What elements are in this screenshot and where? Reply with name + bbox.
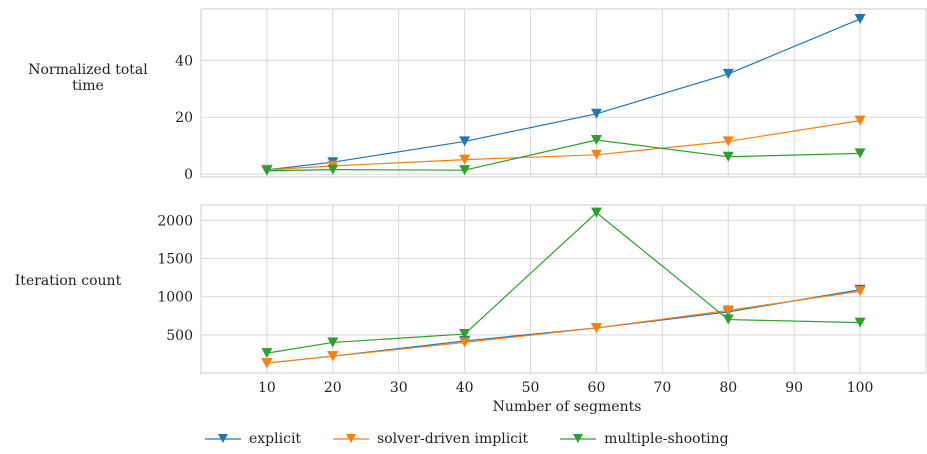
- data-point-0-explicit-100: [854, 13, 866, 24]
- x-tick-label-100: 100: [847, 380, 874, 396]
- data-point-0-explicit-40: [459, 136, 471, 147]
- legend-label-explicit: explicit: [249, 431, 302, 447]
- x-tick-label-80: 80: [719, 380, 737, 396]
- data-point-1-solver-driven-implicit-80: [722, 305, 734, 316]
- data-point-1-solver-driven-implicit-100: [854, 286, 866, 297]
- data-point-0-multiple-shooting-10: [261, 165, 273, 176]
- data-point-1-multiple-shooting-60: [590, 207, 602, 218]
- y-tick-label-1-1500: 1500: [157, 251, 193, 267]
- data-point-0-solver-driven-implicit-80: [722, 136, 734, 147]
- data-point-1-multiple-shooting-20: [327, 337, 339, 348]
- x-axis-label: Number of segments: [493, 399, 642, 415]
- data-point-0-solver-driven-implicit-40: [459, 154, 471, 165]
- series-line-0-multiple-shooting: [266, 139, 861, 172]
- data-point-0-multiple-shooting-60: [590, 134, 602, 145]
- y-tick-label-0-0: 0: [184, 167, 193, 183]
- x-tick-label-90: 90: [785, 380, 803, 396]
- y-axis-label-0-line-1: time: [72, 78, 104, 94]
- y-tick-label-1-2000: 2000: [157, 213, 193, 229]
- data-point-1-solver-driven-implicit-40: [459, 337, 471, 348]
- y-tick-label-0-20: 20: [175, 110, 193, 126]
- series-line-1-explicit: [266, 289, 861, 364]
- x-tick-label-20: 20: [324, 380, 342, 396]
- y-tick-label-1-1000: 1000: [157, 290, 193, 306]
- data-point-0-multiple-shooting-100: [854, 148, 866, 159]
- data-point-1-multiple-shooting-40: [459, 329, 471, 340]
- x-tick-label-40: 40: [456, 380, 474, 396]
- data-point-0-multiple-shooting-80: [722, 151, 734, 162]
- legend-item-multiple-shooting: multiple-shooting: [560, 431, 729, 447]
- legend-swatch-explicit: [205, 434, 241, 443]
- legend-swatch-multiple-shooting: [560, 434, 597, 443]
- series-line-1-solver-driven-implicit: [266, 290, 861, 364]
- data-point-1-multiple-shooting-10: [261, 348, 273, 359]
- data-point-1-multiple-shooting-100: [854, 317, 866, 328]
- y-axis-label-0-line-0: Normalized total: [28, 62, 148, 78]
- plot-frame-0: [200, 8, 927, 178]
- legend-label-multiple-shooting: multiple-shooting: [604, 431, 729, 447]
- data-point-1-multiple-shooting-80: [722, 314, 734, 325]
- data-point-0-solver-driven-implicit-100: [854, 115, 866, 126]
- legend: explicit solver-driven implicit multiple…: [205, 431, 729, 447]
- data-point-0-explicit-60: [590, 108, 602, 119]
- legend-item-explicit: explicit: [205, 431, 301, 447]
- x-tick-label-10: 10: [258, 380, 276, 396]
- x-tick-label-30: 30: [390, 380, 408, 396]
- series-line-0-explicit: [266, 18, 861, 171]
- data-point-1-solver-driven-implicit-10: [261, 358, 273, 369]
- plot-frame-1: [200, 204, 927, 374]
- data-point-0-multiple-shooting-40: [459, 165, 471, 176]
- data-point-0-multiple-shooting-20: [327, 164, 339, 175]
- series-line-1-multiple-shooting: [266, 211, 861, 354]
- data-point-1-solver-driven-implicit-20: [327, 351, 339, 362]
- legend-swatch-solver-driven-implicit: [333, 434, 370, 443]
- y-tick-label-0-40: 40: [175, 53, 193, 69]
- legend-item-solver-driven-implicit: solver-driven implicit: [333, 431, 528, 447]
- y-axis-label-1: Iteration count: [15, 273, 122, 289]
- legend-label-solver-driven-implicit: solver-driven implicit: [377, 431, 529, 447]
- x-tick-label-70: 70: [653, 380, 671, 396]
- series-line-0-solver-driven-implicit: [266, 120, 861, 171]
- x-tick-label-50: 50: [522, 380, 540, 396]
- data-point-0-explicit-80: [722, 68, 734, 79]
- y-tick-label-1-500: 500: [166, 328, 193, 344]
- data-point-1-solver-driven-implicit-60: [590, 322, 602, 333]
- data-point-0-solver-driven-implicit-60: [590, 149, 602, 160]
- x-tick-label-60: 60: [588, 380, 606, 396]
